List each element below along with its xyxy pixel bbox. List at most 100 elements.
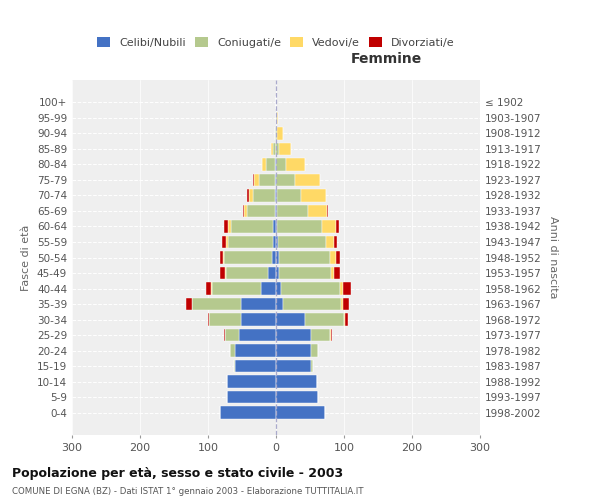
- Bar: [343, 282, 352, 295]
- Bar: [326, 236, 334, 248]
- Bar: [242, 204, 244, 218]
- Bar: [311, 344, 318, 357]
- Y-axis label: Anni di nascita: Anni di nascita: [548, 216, 558, 298]
- Bar: [212, 282, 261, 295]
- Bar: [278, 236, 326, 248]
- Bar: [276, 406, 325, 419]
- Bar: [276, 313, 305, 326]
- Bar: [209, 313, 241, 326]
- Bar: [277, 220, 322, 233]
- Bar: [276, 328, 311, 342]
- Bar: [281, 282, 340, 295]
- Bar: [253, 189, 275, 202]
- Bar: [275, 127, 276, 140]
- Bar: [327, 204, 328, 218]
- Bar: [186, 298, 191, 310]
- Bar: [276, 266, 280, 280]
- Bar: [305, 313, 344, 326]
- Bar: [276, 282, 281, 295]
- Bar: [275, 204, 276, 218]
- Bar: [261, 282, 276, 295]
- Bar: [277, 112, 278, 124]
- Bar: [276, 127, 277, 140]
- Bar: [276, 142, 279, 156]
- Bar: [283, 298, 341, 310]
- Text: COMUNE DI EGNA (BZ) - Dati ISTAT 1° gennaio 2003 - Elaborazione TUTTITALIA.IT: COMUNE DI EGNA (BZ) - Dati ISTAT 1° genn…: [12, 488, 364, 496]
- Bar: [225, 328, 239, 342]
- Bar: [273, 220, 276, 233]
- Bar: [276, 298, 283, 310]
- Bar: [272, 236, 276, 248]
- Bar: [268, 266, 276, 280]
- Bar: [276, 158, 286, 171]
- Bar: [244, 204, 247, 218]
- Bar: [279, 142, 291, 156]
- Bar: [276, 360, 311, 372]
- Bar: [254, 174, 259, 186]
- Bar: [276, 344, 311, 357]
- Bar: [277, 204, 308, 218]
- Bar: [276, 251, 279, 264]
- Bar: [275, 174, 276, 186]
- Bar: [220, 266, 225, 280]
- Bar: [276, 174, 295, 186]
- Legend: Celibi/Nubili, Coniugati/e, Vedovi/e, Divorziati/e: Celibi/Nubili, Coniugati/e, Vedovi/e, Di…: [93, 32, 459, 52]
- Bar: [234, 360, 235, 372]
- Bar: [334, 236, 337, 248]
- Bar: [224, 328, 225, 342]
- Bar: [344, 313, 348, 326]
- Bar: [220, 406, 276, 419]
- Bar: [279, 251, 331, 264]
- Bar: [276, 189, 277, 202]
- Bar: [241, 298, 276, 310]
- Bar: [222, 236, 226, 248]
- Bar: [224, 251, 272, 264]
- Bar: [276, 236, 278, 248]
- Bar: [295, 174, 320, 186]
- Bar: [336, 220, 339, 233]
- Bar: [191, 298, 241, 310]
- Bar: [331, 328, 332, 342]
- Bar: [331, 266, 334, 280]
- Bar: [247, 204, 275, 218]
- Bar: [259, 174, 275, 186]
- Bar: [340, 282, 343, 295]
- Bar: [273, 142, 276, 156]
- Bar: [276, 112, 277, 124]
- Bar: [334, 266, 340, 280]
- Bar: [343, 298, 349, 310]
- Bar: [271, 142, 273, 156]
- Bar: [311, 360, 313, 372]
- Bar: [220, 251, 223, 264]
- Bar: [239, 328, 276, 342]
- Bar: [322, 220, 336, 233]
- Bar: [275, 158, 276, 171]
- Bar: [247, 189, 249, 202]
- Bar: [235, 360, 276, 372]
- Bar: [275, 189, 276, 202]
- Bar: [280, 266, 331, 280]
- Bar: [226, 236, 229, 248]
- Bar: [272, 251, 276, 264]
- Bar: [235, 344, 276, 357]
- Bar: [301, 189, 326, 202]
- Bar: [341, 298, 343, 310]
- Text: Femmine: Femmine: [350, 52, 422, 66]
- Bar: [206, 282, 211, 295]
- Bar: [277, 189, 301, 202]
- Bar: [231, 220, 273, 233]
- Bar: [208, 313, 209, 326]
- Bar: [336, 251, 340, 264]
- Bar: [249, 189, 253, 202]
- Bar: [225, 266, 226, 280]
- Bar: [227, 390, 276, 404]
- Bar: [286, 158, 305, 171]
- Bar: [276, 220, 277, 233]
- Bar: [229, 220, 231, 233]
- Bar: [224, 220, 229, 233]
- Bar: [241, 313, 276, 326]
- Bar: [226, 266, 268, 280]
- Bar: [229, 236, 272, 248]
- Bar: [276, 390, 318, 404]
- Y-axis label: Fasce di età: Fasce di età: [22, 224, 31, 290]
